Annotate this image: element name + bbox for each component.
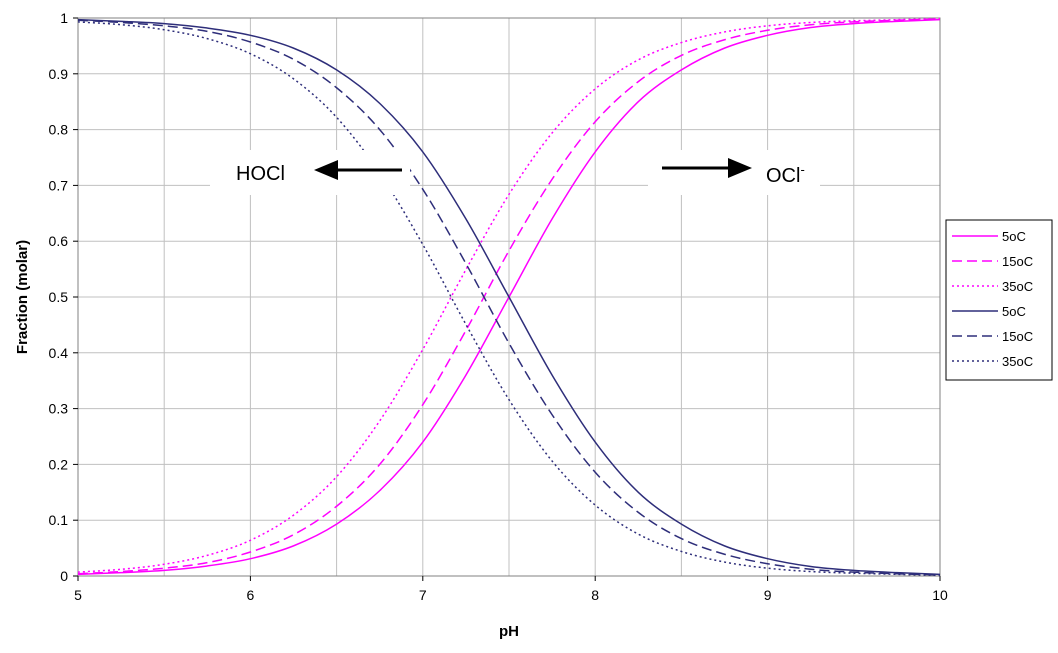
legend-items: 5oC 15oC 35oC 5oC 15oC 35oC xyxy=(952,229,1033,369)
y-tick-label: 1 xyxy=(60,10,68,26)
ocl-annotation: OCl- xyxy=(648,150,820,195)
y-tick-label: 0.5 xyxy=(49,289,69,305)
series-line-hocl-15oc xyxy=(77,19,941,576)
legend-label: 35oC xyxy=(1002,354,1033,369)
tick-labels: 5 6 7 8 9 10 0 0.1 0.2 0.3 0.4 0.5 0.6 0.7 0.8 0.9 1 xyxy=(49,10,948,603)
series-line-ocl-15oc xyxy=(77,18,941,575)
y-tick-label: 0.8 xyxy=(49,122,69,138)
ocl-label-main: OCl xyxy=(766,165,800,187)
series-line-hocl-5oc xyxy=(77,18,941,576)
hocl-annotation: HOCl xyxy=(210,150,410,195)
x-tick-label: 5 xyxy=(74,587,82,603)
y-tick-label: 0.4 xyxy=(49,345,69,361)
legend-label: 5oC xyxy=(1002,229,1026,244)
right-arrow-head xyxy=(728,158,752,178)
legend-label: 35oC xyxy=(1002,279,1033,294)
y-tick-label: 0.1 xyxy=(49,512,69,528)
legend-label: 15oC xyxy=(1002,254,1033,269)
left-arrow-head xyxy=(314,160,338,180)
ocl-label: OCl- xyxy=(766,162,805,187)
series-lines xyxy=(77,17,941,577)
series-line-hocl-35oc xyxy=(77,21,941,577)
x-tick-label: 7 xyxy=(419,587,427,603)
x-tick-label: 8 xyxy=(591,587,599,603)
y-tick-label: 0.3 xyxy=(49,401,69,417)
legend-label: 5oC xyxy=(1002,304,1026,319)
y-tick-label: 0 xyxy=(60,568,68,584)
legend-box xyxy=(945,219,1053,381)
y-tick-label: 0.2 xyxy=(49,456,69,472)
y-tick-label: 0.7 xyxy=(49,177,69,193)
x-axis-title: pH xyxy=(499,623,519,640)
legend-label: 15oC xyxy=(1002,329,1033,344)
ocl-label-superscript: - xyxy=(800,162,804,177)
x-tick-label: 6 xyxy=(247,587,255,603)
series-line-ocl-35oc xyxy=(77,17,941,573)
x-tick-label: 9 xyxy=(764,587,772,603)
y-tick-label: 0.9 xyxy=(49,66,69,82)
x-tick-label: 10 xyxy=(932,587,948,603)
y-axis-title: Fraction (molar) xyxy=(14,240,31,354)
y-tick-label: 0.6 xyxy=(49,233,69,249)
hocl-label: HOCl xyxy=(236,163,285,185)
legend: 5oC 15oC 35oC 5oC 15oC 35oC xyxy=(945,219,1053,381)
